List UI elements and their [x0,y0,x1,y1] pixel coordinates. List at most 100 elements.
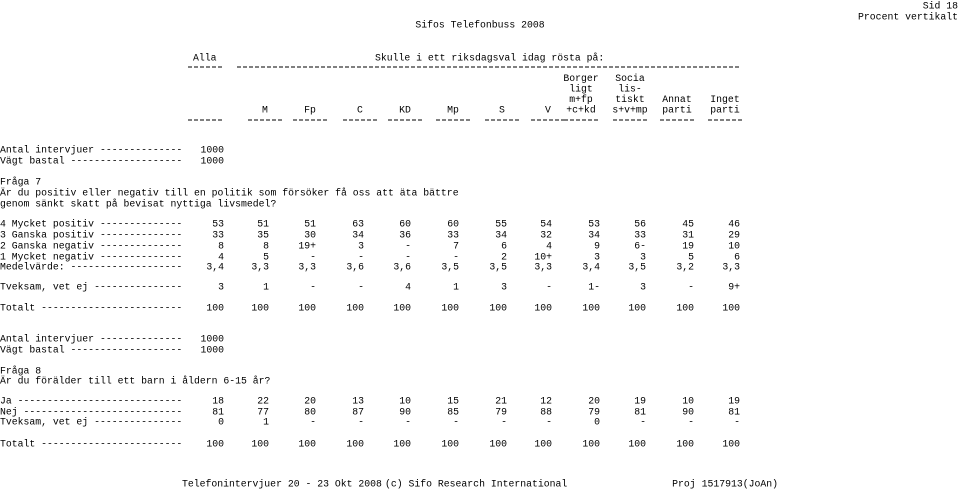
table-cell: 3 [640,252,646,263]
table-cell: 3,5 [441,262,459,273]
table-cell: 3 [501,282,507,293]
total-column-label: Alla [193,53,217,64]
question-text: genom sänkt skatt på bevisat nyttiga liv… [0,199,276,210]
table-cell: - [640,417,646,428]
footer-right: Proj 1517913(JoAn) [672,479,778,490]
table-cell: 2 [501,252,507,263]
header-question: Skulle i ett riksdagsval idag rösta på: [375,53,604,64]
table-cell: 80 [304,407,316,418]
table-cell: 100 [441,439,459,450]
table-cell: 3,2 [676,262,694,273]
base-value: 1000 [200,334,224,345]
column-header: parti [710,105,740,116]
table-cell: 10+ [534,252,552,263]
table-cell: 100 [441,303,459,314]
table-cell: 6 [734,252,740,263]
table-cell: 7 [453,241,459,252]
table-cell: 100 [628,303,646,314]
row-label: 1 Mycket negativ -------------- [0,252,182,263]
column-header: V [545,105,551,116]
column-header: ligt [569,84,593,95]
footer-left: Telefonintervjuer 20 - 23 Okt 2008 [182,479,382,490]
table-cell: 0 [594,417,600,428]
table-cell: 63 [352,219,364,230]
table-cell: 1 [263,417,269,428]
table-cell: 79 [495,407,507,418]
question-text: Fråga 8 [0,366,41,377]
table-cell: 100 [489,303,507,314]
table-cell: 6 [501,241,507,252]
table-cell: - [453,252,459,263]
base-value: 1000 [200,156,224,167]
table-cell: - [546,417,552,428]
base-label: Vägt bastal ------------------- [0,345,182,356]
table-cell: 10 [728,241,740,252]
table-cell: 100 [722,439,740,450]
table-cell: 19 [634,396,646,407]
base-label: Vägt bastal ------------------- [0,156,182,167]
table-cell: 54 [540,219,552,230]
table-cell: 29 [728,230,740,241]
table-cell: - [688,417,694,428]
table-cell: 51 [304,219,316,230]
table-cell: 8 [263,241,269,252]
table-cell: 9 [594,241,600,252]
table-cell: - [405,417,411,428]
table-cell: 100 [346,439,364,450]
table-cell: - [501,417,507,428]
row-label: Totalt ------------------------ [0,303,182,314]
table-cell: 100 [676,303,694,314]
table-cell: 8 [218,241,224,252]
table-cell: - [688,282,694,293]
table-cell: - [310,252,316,263]
table-cell: 53 [588,219,600,230]
table-cell: 81 [212,407,224,418]
table-cell: 3,4 [206,262,224,273]
table-cell: 100 [489,439,507,450]
table-cell: 19 [682,241,694,252]
table-cell: 100 [582,439,600,450]
table-cell: 1 [453,282,459,293]
column-header: lis- [618,84,642,95]
column-header: Annat [662,94,691,105]
table-cell: 3,5 [628,262,646,273]
column-header: Borger [563,73,598,84]
table-cell: - [453,417,459,428]
table-cell: 51 [257,219,269,230]
table-cell: - [358,282,364,293]
table-cell: 3,4 [582,262,600,273]
column-header: Fp [304,105,316,116]
row-label: Tveksam, vet ej --------------- [0,417,182,428]
table-cell: 33 [447,230,459,241]
table-cell: 53 [212,219,224,230]
table-cell: 20 [588,396,600,407]
table-cell: - [405,241,411,252]
table-cell: 60 [399,219,411,230]
table-cell: 100 [298,439,316,450]
question-text: Är du förälder till ett barn i åldern 6-… [0,376,271,387]
table-cell: 100 [393,303,411,314]
table-cell: 33 [634,230,646,241]
table-cell: 3 [594,252,600,263]
base-value: 1000 [200,345,224,356]
table-cell: 33 [212,230,224,241]
table-cell: 3 [640,282,646,293]
table-cell: 18 [212,396,224,407]
base-value: 1000 [200,145,224,156]
table-cell: 1- [588,282,600,293]
row-label: Ja ---------------------------- [0,396,182,407]
table-cell: 3,3 [722,262,740,273]
table-cell: 3,6 [346,262,364,273]
table-cell: 34 [495,230,507,241]
column-header: S [499,105,505,116]
table-cell: 3,6 [393,262,411,273]
table-cell: 81 [728,407,740,418]
table-cell: 100 [534,439,552,450]
report-subtitle: Procent vertikalt [858,12,958,23]
column-header: m+fp [569,94,593,105]
table-cell: 4 [405,282,411,293]
table-cell: 9+ [728,282,740,293]
table-cell: 81 [634,407,646,418]
row-label: Nej --------------------------- [0,407,182,418]
